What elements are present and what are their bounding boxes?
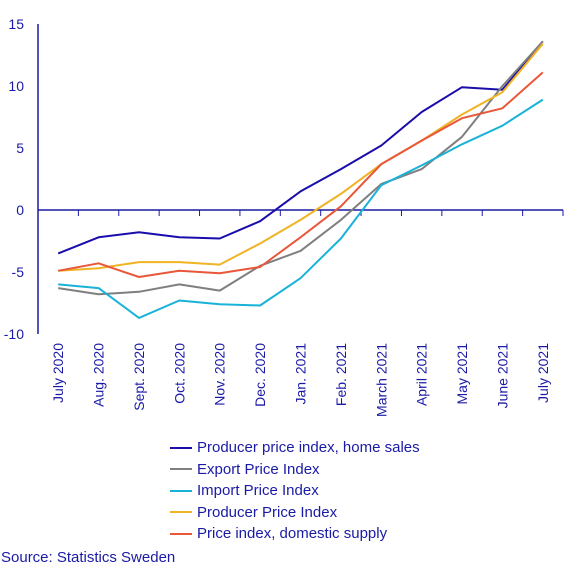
series-lines (57, 40, 544, 319)
y-tick-label: 5 (16, 140, 24, 156)
x-tick-label: April 2021 (414, 343, 430, 406)
legend-label: Export Price Index (197, 460, 320, 478)
y-axis-ticks: 15 10 5 0 -5 -10 (4, 16, 24, 342)
x-tick-label: Aug. 2020 (91, 343, 107, 407)
legend-swatch (170, 532, 192, 535)
legend-item: Price index, domestic supply (170, 523, 420, 545)
source-note: Source: Statistics Sweden (1, 549, 176, 566)
legend-swatch (170, 489, 192, 492)
x-tick-label: Oct. 2020 (171, 343, 187, 404)
legend-swatch (170, 446, 192, 449)
x-tick-label: Feb. 2021 (333, 343, 349, 406)
series-line (58, 98, 544, 319)
legend-swatch (170, 468, 192, 471)
y-tick-label: 0 (16, 202, 24, 218)
y-tick-label: 15 (8, 16, 24, 32)
legend-label: Price index, domestic supply (197, 525, 388, 543)
legend-swatch (170, 511, 192, 514)
series-line (57, 40, 544, 255)
y-tick-label: 10 (8, 78, 24, 94)
legend: Producer price index, home sales Export P… (170, 437, 420, 545)
x-tick-label: Sept. 2020 (131, 343, 147, 411)
legend-item: Export Price Index (170, 459, 420, 481)
legend-item: Import Price Index (170, 480, 420, 502)
series-line (58, 40, 544, 296)
legend-item: Producer Price Index (170, 502, 420, 524)
x-axis-ticks (37, 210, 564, 216)
line-chart: 15 10 5 0 -5 -10 July 2020 Aug. 2020 Sept. 2020… (4, 16, 564, 417)
x-tick-label: March 2021 (373, 343, 389, 417)
x-tick-label: June 2021 (494, 343, 510, 409)
x-tick-label: Jan. 2021 (293, 343, 309, 405)
series-line (58, 71, 544, 278)
legend-label: Import Price Index (197, 482, 319, 500)
x-axis-labels: July 2020 Aug. 2020 Sept. 2020 Oct. 2020 Nov… (50, 343, 551, 417)
y-tick-label: -5 (12, 264, 25, 280)
y-tick-label: -10 (4, 326, 24, 342)
x-tick-label: July 2020 (50, 343, 66, 403)
legend-item: Producer price index, home sales (170, 437, 420, 459)
x-tick-label: Dec. 2020 (252, 343, 268, 407)
x-tick-label: May 2021 (454, 343, 470, 405)
x-tick-label: July 2021 (535, 343, 551, 403)
legend-label: Producer price index, home sales (197, 439, 420, 457)
series-line (58, 43, 544, 272)
legend-label: Producer Price Index (197, 503, 338, 521)
x-tick-label: Nov. 2020 (212, 343, 228, 406)
